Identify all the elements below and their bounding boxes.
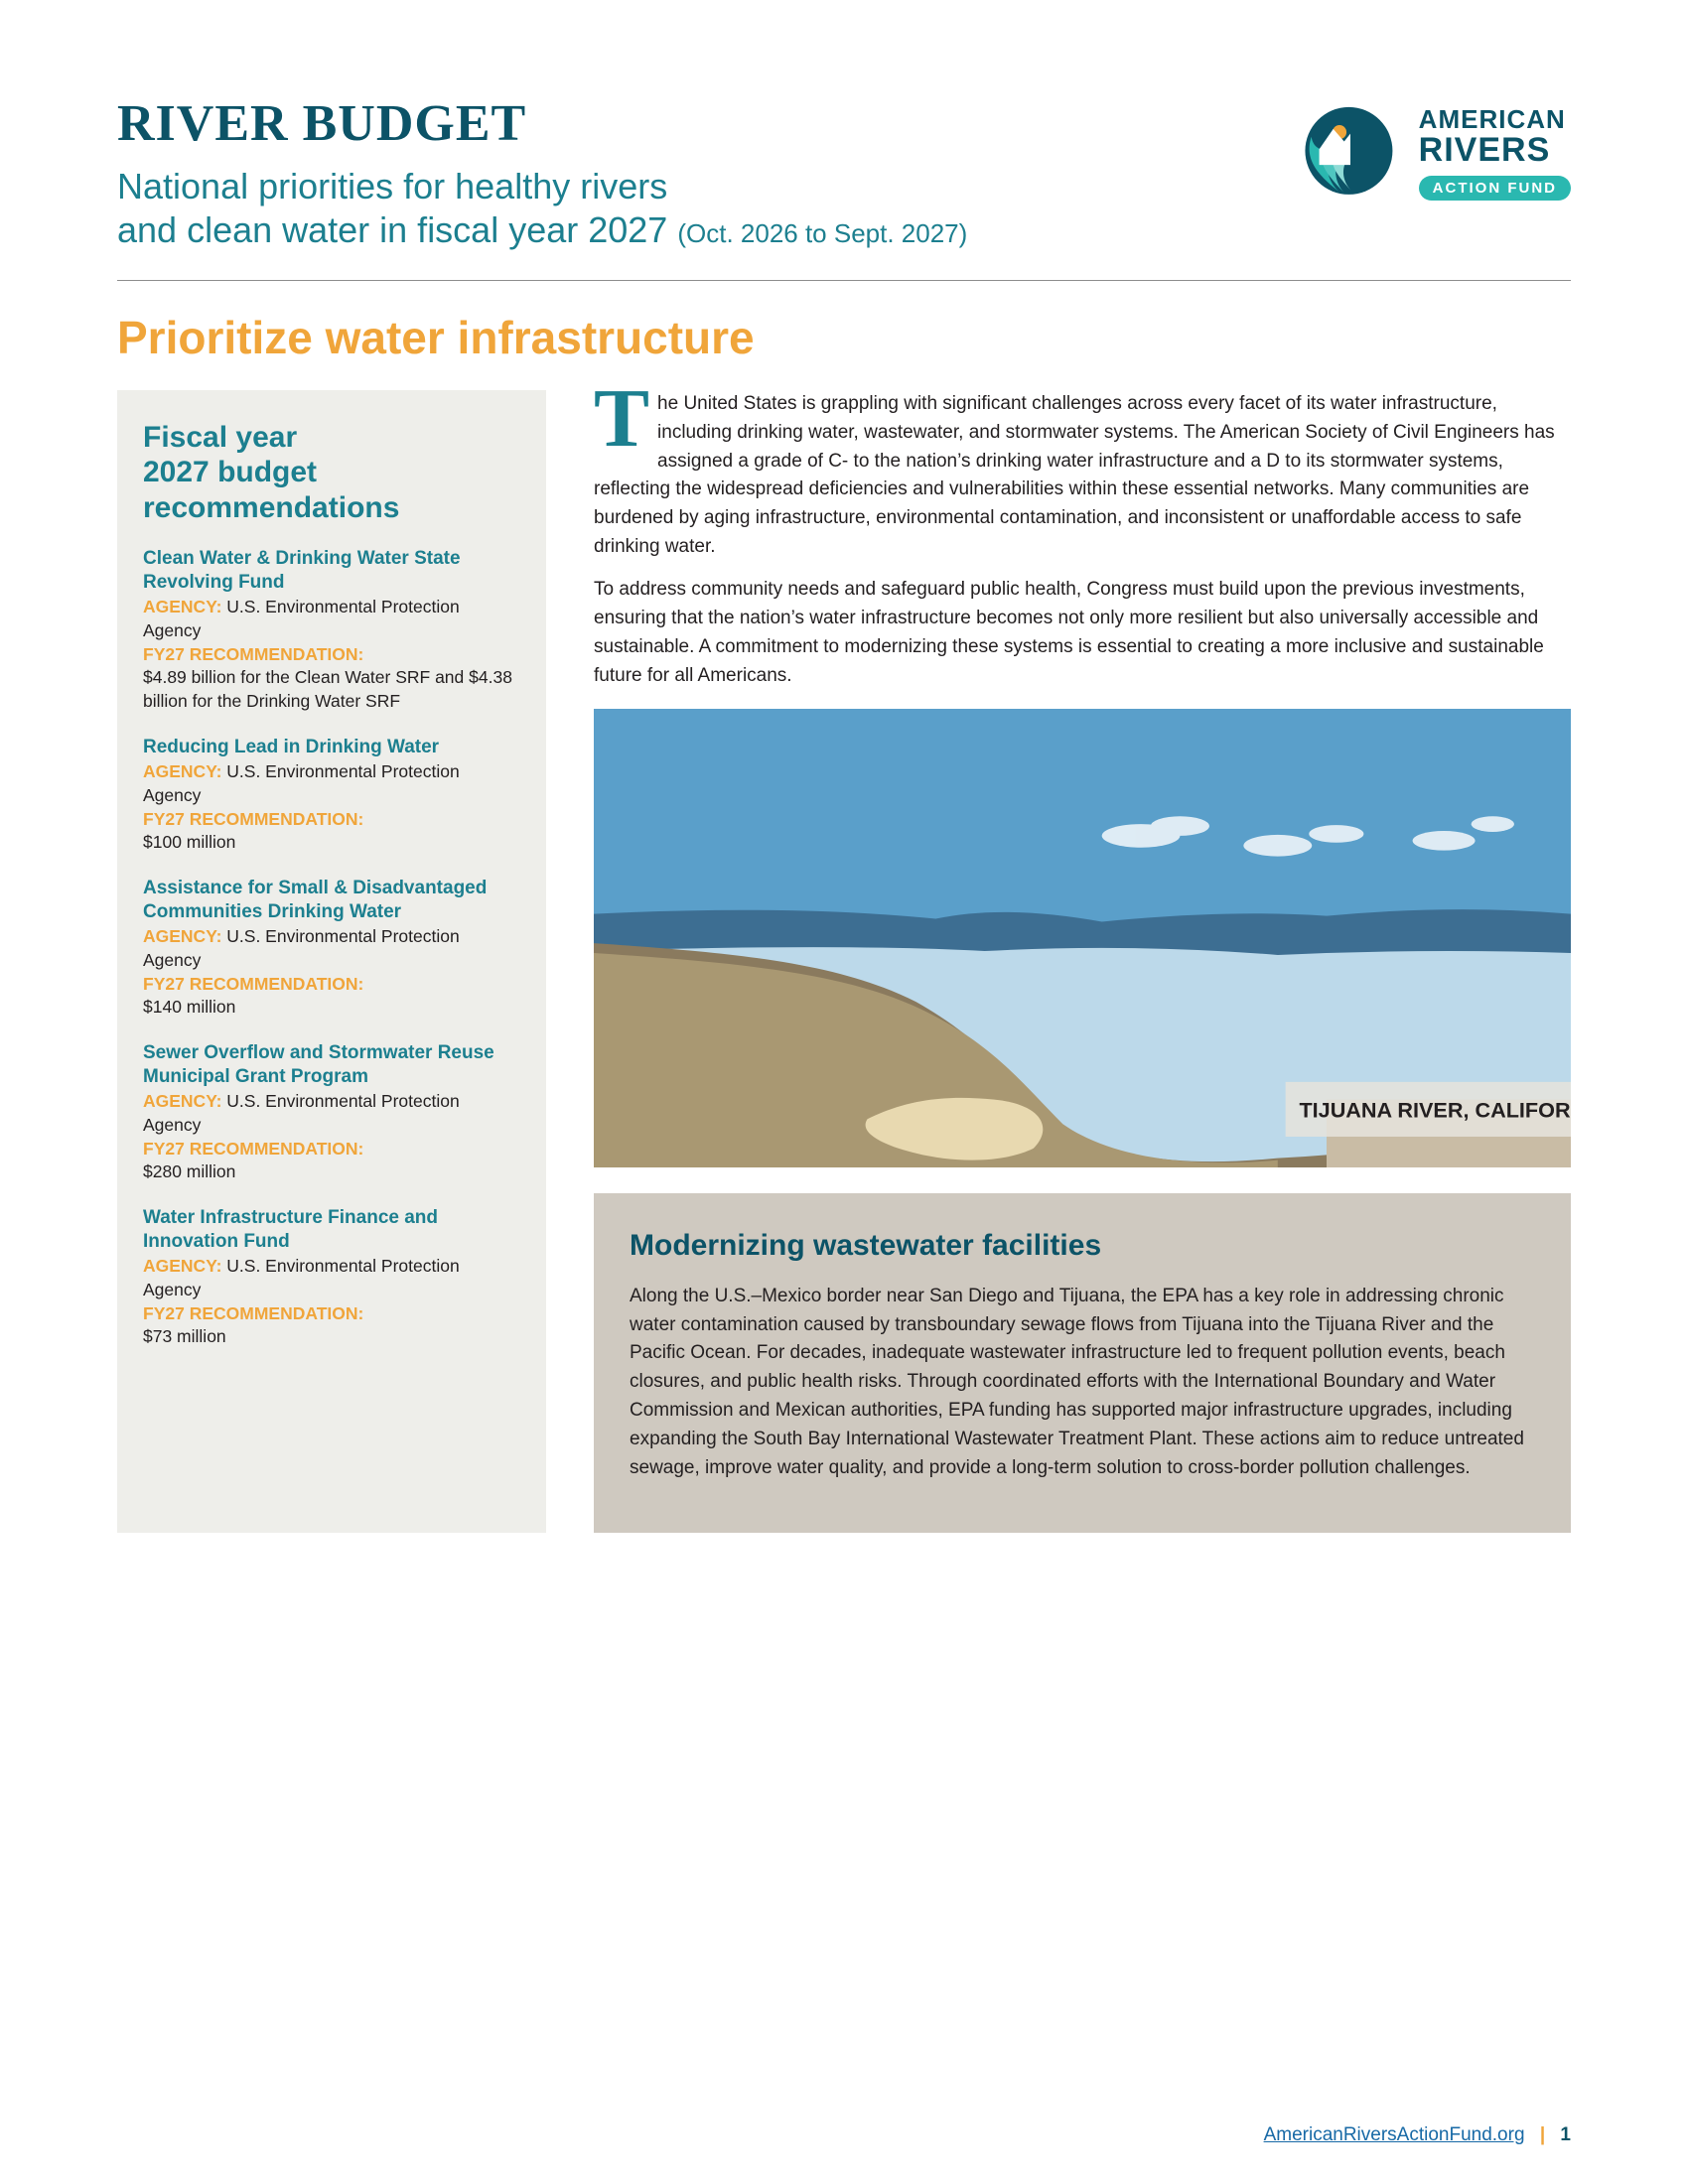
modernizing-wastewater-box: Modernizing wastewater facilities Along …	[594, 1193, 1571, 1533]
brand-logo-text: AMERICAN RIVERS ACTION FUND	[1419, 104, 1571, 201]
page-subtitle: National priorities for healthy rivers a…	[117, 165, 967, 252]
american-rivers-logo-icon	[1296, 105, 1405, 200]
sidebar-recommendations: Fiscal year 2027 budget recommendations …	[117, 390, 546, 1533]
rec-item-2: Assistance for Small & Disadvantaged Com…	[143, 877, 520, 1020]
header-divider	[117, 280, 1571, 281]
page-title: RIVER BUDGET	[117, 94, 967, 153]
svg-text:TIJUANA RIVER, CALIFORNIA: TIJUANA RIVER, CALIFORNIA	[1299, 1097, 1571, 1122]
photo-tijuana-river: TIJUANA RIVER, CALIFORNIA	[594, 709, 1571, 1167]
sidebar-heading: Fiscal year 2027 budget recommendations	[143, 420, 520, 525]
rec-item-4: Water Infrastructure Finance and Innovat…	[143, 1206, 520, 1349]
paragraph-2: To address community needs and safeguard…	[594, 576, 1571, 691]
rec-item-1: Reducing Lead in Drinking Water AGENCY: …	[143, 736, 520, 855]
content-grid: Fiscal year 2027 budget recommendations …	[117, 390, 1571, 1533]
header-row: RIVER BUDGET National priorities for hea…	[117, 94, 1571, 252]
footer-page-number: 1	[1560, 2124, 1571, 2145]
page-root: RIVER BUDGET National priorities for hea…	[0, 0, 1688, 2184]
paragraph-1: T he United States is grappling with sig…	[594, 390, 1571, 562]
section-title: Prioritize water infrastructure	[117, 311, 1571, 364]
header-left: RIVER BUDGET National priorities for hea…	[117, 94, 967, 252]
footer-website-link[interactable]: AmericanRiversActionFund.org	[1264, 2124, 1525, 2145]
rec-item-3: Sewer Overflow and Stormwater Reuse Muni…	[143, 1041, 520, 1184]
main-content: T he United States is grappling with sig…	[594, 390, 1571, 1533]
brand-logo: AMERICAN RIVERS ACTION FUND	[1296, 104, 1571, 201]
page-footer: AmericanRiversActionFund.org | 1	[1264, 2124, 1571, 2146]
rec-item-0: Clean Water & Drinking Water State Revol…	[143, 547, 520, 714]
